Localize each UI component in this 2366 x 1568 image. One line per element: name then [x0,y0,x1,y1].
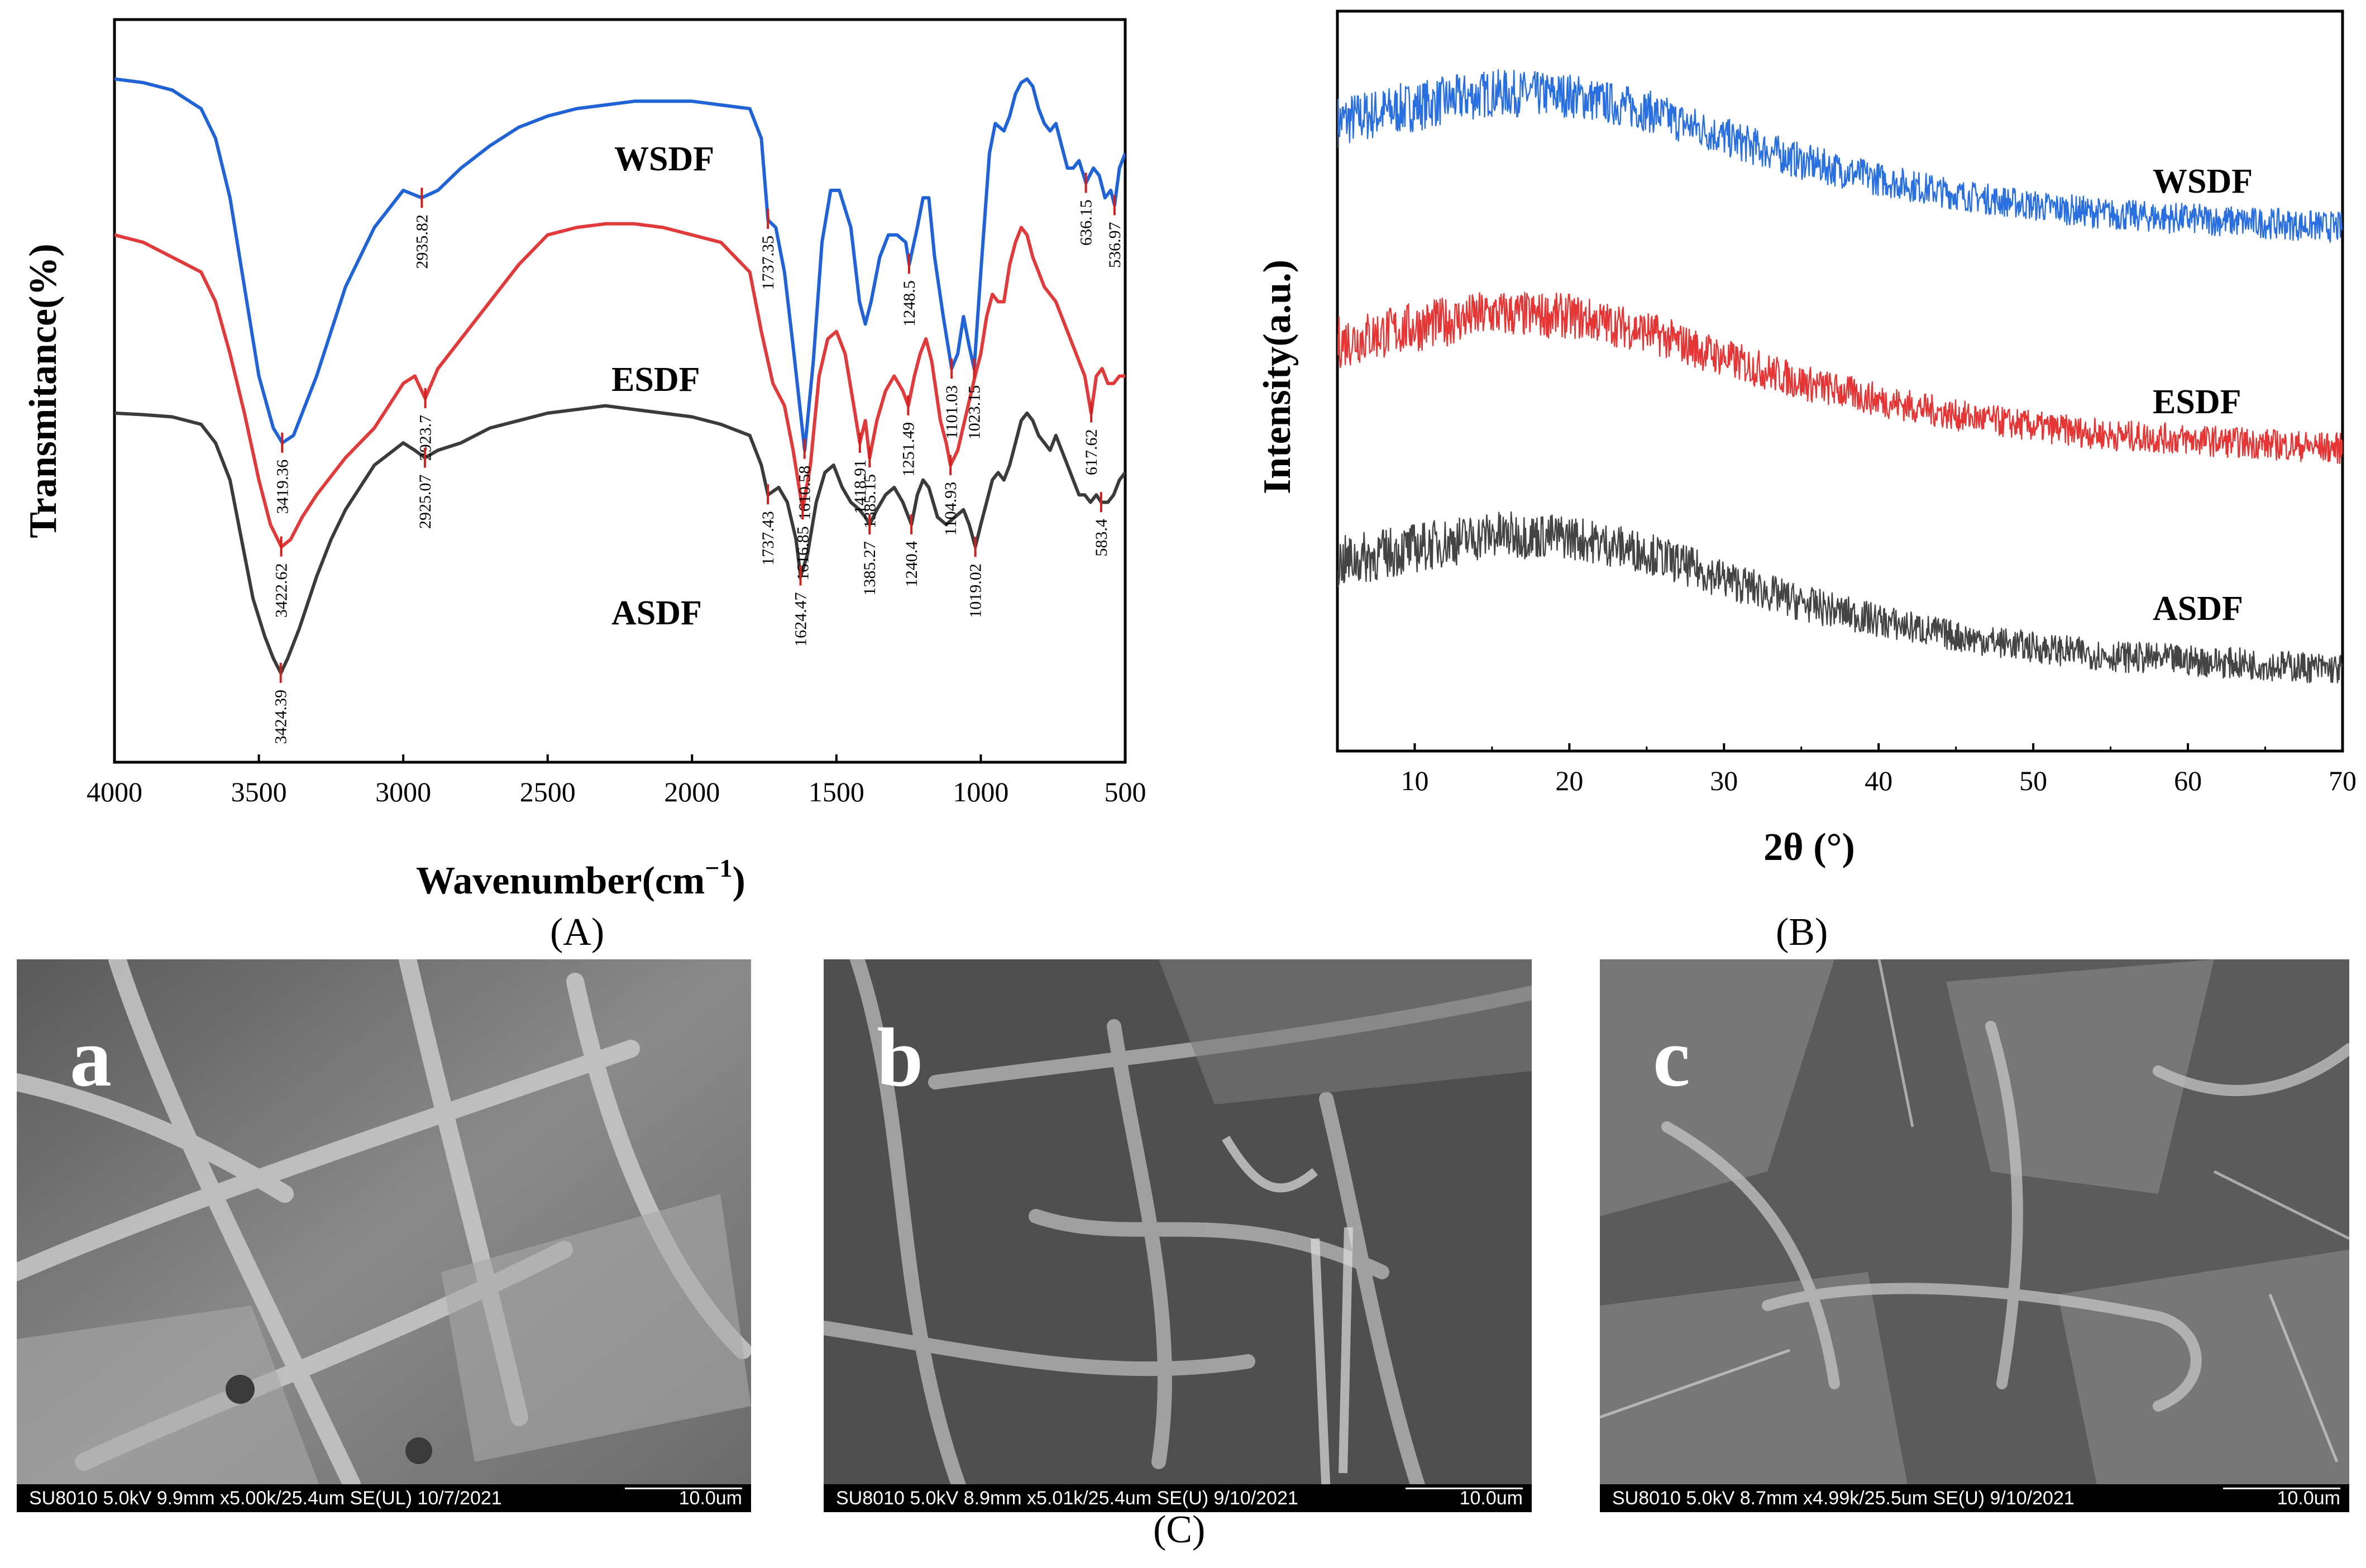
ftir-x-axis: 4000 3500 3000 2500 2000 1500 1000 500 [87,754,1146,807]
ftir-peak-label: 1737.35 [759,236,777,290]
xrd-x-tick-label: 10 [1401,765,1428,796]
xrd-plot-frame [1336,9,2344,753]
sem-texture-b [824,959,1532,1512]
ftir-x-tick-label: 4000 [87,776,142,807]
sem-info-bar-c: SU8010 5.0kV 8.7mm x4.99k/25.5um SE(U) 9… [1600,1484,2349,1512]
sem-image-b: b SU8010 5.0kV 8.9mm x5.01k/25.4um SE(U)… [824,959,1532,1512]
ftir-peak-label: 1385.27 [861,541,879,596]
sem-info-b: SU8010 5.0kV 8.9mm x5.01k/25.4um SE(U) 9… [836,1488,1298,1509]
xrd-line-wsdf [1337,69,2343,243]
ftir-series-label-esdf: ESDF [611,361,700,399]
ftir-peak-label: 2935.82 [413,214,431,269]
xrd-x-tick-label: 40 [1865,765,1892,796]
ftir-x-tick-label: 2500 [520,776,576,807]
sem-letter-c: c [1653,1011,1690,1104]
sem-scale-b: 10.0um [1459,1488,1523,1509]
xrd-y-axis-label: Intensity(a.u.) [1256,260,1299,494]
ftir-line-wsdf [114,77,1125,452]
sem-info-bar-b: SU8010 5.0kV 8.9mm x5.01k/25.4um SE(U) 9… [824,1484,1532,1512]
sem-letter-b: b [877,1011,924,1104]
ftir-x-tick-label: 2000 [664,776,720,807]
ftir-line-asdf [114,404,1125,675]
xrd-x-tick-label: 20 [1555,765,1583,796]
ftir-peak-label: 1023.15 [965,385,983,440]
ftir-peak-label: 1418.91 [851,460,869,514]
xrd-line-asdf [1337,511,2343,683]
sem-texture-a [17,959,751,1512]
xrd-x-tick-label: 30 [1710,765,1738,796]
xrd-x-tick-label: 50 [2019,765,2047,796]
ftir-peak-label: 1101.03 [943,385,961,439]
ftir-peak-label: 3422.62 [273,563,291,618]
sem-scale-c: 10.0um [2277,1488,2340,1509]
ftir-peak-label: 1104.93 [941,482,960,536]
sem-letter-a: a [70,1011,112,1104]
ftir-peak-label: 1248.5 [900,280,919,327]
ftir-x-tick-label: 3000 [375,776,431,807]
panel-label-a: (A) [550,911,605,954]
ftir-x-axis-label: Wavenumber(cm−1) [416,854,745,902]
ftir-plot-frame [113,18,1127,764]
xrd-x-axis: 10 20 30 40 50 60 70 [1336,743,2357,796]
ftir-peak-label: 1240.4 [902,541,921,587]
ftir-series-label-wsdf: WSDF [614,140,714,178]
sem-scale-a: 10.0um [678,1488,742,1509]
ftir-peak-label: 1019.02 [967,563,985,618]
panel-label-c: (C) [1153,1508,1206,1551]
ftir-peak-label: 636.15 [1077,199,1096,246]
sem-info-c: SU8010 5.0kV 8.7mm x4.99k/25.5um SE(U) 9… [1612,1488,2075,1509]
sem-info-bar-a: SU8010 5.0kV 9.9mm x5.00k/25.4um SE(UL) … [17,1484,751,1512]
ftir-x-tick-label: 3500 [231,776,287,807]
ftir-x-tick-label: 500 [1105,776,1146,807]
sem-scale-line-b [1406,1488,1523,1489]
xrd-x-axis-label: 2θ (°) [1763,826,1855,869]
xrd-series-label-wsdf: WSDF [2153,162,2253,200]
ftir-peak-label: 1624.47 [791,592,810,647]
xrd-x-tick-label: 60 [2174,765,2202,796]
ftir-peak-label: 3419.36 [273,460,291,514]
ftir-series-label-asdf: ASDF [611,594,702,632]
sem-info-a: SU8010 5.0kV 9.9mm x5.00k/25.4um SE(UL) … [29,1488,502,1509]
ftir-peak-label: 1737.43 [759,511,777,566]
ftir-peak-label: 617.62 [1082,429,1101,475]
ftir-y-axis-label: Transmitance(%) [22,243,65,538]
ftir-peak-label: 1616.85 [794,526,812,581]
ftir-peak-label: 583.4 [1092,519,1111,557]
ftir-peak-label: 1251.49 [899,422,917,477]
sem-image-a: a SU8010 5.0kV 9.9mm x5.00k/25.4um SE(UL… [17,959,751,1512]
ftir-x-tick-label: 1000 [953,776,1008,807]
ftir-peak-label: 1610.58 [796,466,814,520]
ftir-annotation-group: 3419.36 2935.82 1737.35 1610.58 1248.5 1101.0… [272,173,1124,744]
xrd-series-group [1337,69,2343,683]
sem-texture-c [1600,959,2349,1512]
xrd-line-esdf [1337,291,2343,464]
sem-image-c: c SU8010 5.0kV 8.7mm x4.99k/25.5um SE(U)… [1600,959,2349,1512]
ftir-peak-label: 2925.07 [416,475,434,529]
xrd-series-label-esdf: ESDF [2153,383,2241,421]
ftir-peak-label: 3424.39 [272,690,290,744]
ftir-x-tick-label: 1500 [809,776,864,807]
ftir-peak-label: 536.97 [1106,222,1124,268]
xrd-series-label-asdf: ASDF [2153,590,2243,628]
panel-label-b: (B) [1776,911,1828,954]
xrd-x-tick-label: 70 [2329,765,2357,796]
charts-canvas: 3419.36 2935.82 1737.35 1610.58 1248.5 1101.0… [22,9,2357,902]
sem-scale-line-c [2223,1488,2340,1489]
sem-scale-line-a [625,1488,742,1489]
